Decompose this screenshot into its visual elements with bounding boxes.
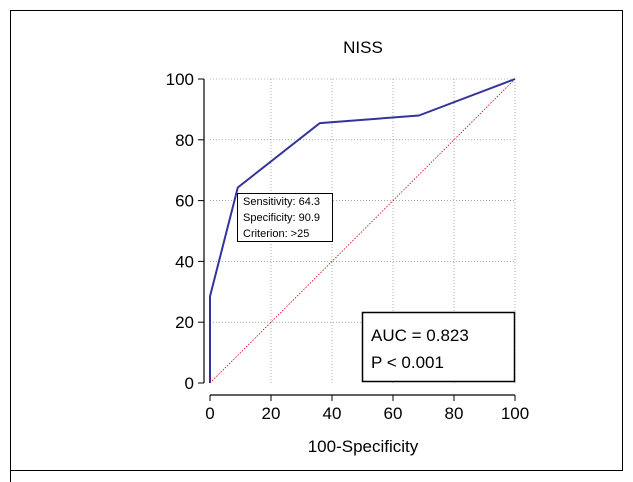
x-tick-label: 0	[205, 404, 214, 423]
x-axis-ticks: 0 20 40 60 80 100	[205, 395, 529, 423]
y-tick-label: 20	[175, 313, 194, 332]
sensitivity-label: Sensitivity: 64.3	[243, 196, 320, 208]
specificity-label: Specificity: 90.9	[243, 212, 320, 224]
y-axis-ticks: 0 20 40 60 80 100	[166, 70, 204, 393]
x-tick-label: 60	[384, 404, 403, 423]
criterion-label: Criterion: >25	[243, 228, 309, 240]
page-border	[10, 10, 623, 482]
x-tick-label: 20	[262, 404, 281, 423]
x-tick-label: 40	[323, 404, 342, 423]
x-axis-label: 100-Specificity	[308, 437, 419, 456]
y-tick-label: 40	[175, 252, 194, 271]
y-tick-label: 100	[166, 70, 194, 89]
roc-curve-line	[209, 78, 516, 383]
y-tick-label: 0	[185, 374, 194, 393]
auc-label: AUC = 0.823	[371, 326, 469, 345]
y-tick-label: 60	[175, 192, 194, 211]
axes	[203, 79, 515, 396]
criterion-box: Sensitivity: 64.3 Specificity: 90.9 Crit…	[237, 193, 333, 242]
x-tick-label: 100	[501, 404, 529, 423]
x-tick-label: 80	[445, 404, 464, 423]
auc-box: AUC = 0.823 P < 0.001	[361, 311, 516, 383]
chart-title: NISS	[343, 38, 383, 57]
y-tick-label: 80	[175, 131, 194, 150]
p-value-label: P < 0.001	[371, 353, 444, 372]
roc-curve	[209, 78, 516, 383]
